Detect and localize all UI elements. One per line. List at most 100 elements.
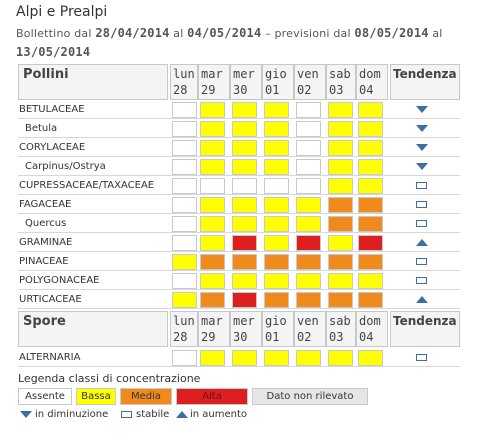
header-day-spore: sab 03	[326, 311, 356, 347]
day-number: 30	[233, 83, 248, 97]
bulletin-mid2: – previsioni dal	[261, 27, 355, 40]
day-number: 03	[329, 83, 344, 97]
concentration-cell	[328, 159, 353, 175]
day-name: dom	[359, 67, 381, 81]
concentration-cell	[328, 178, 353, 194]
concentration-cell	[264, 235, 289, 251]
row-label: ALTERNARIA	[19, 352, 81, 363]
concentration-cell	[296, 292, 321, 308]
concentration-cell	[358, 121, 383, 137]
row-label: POLYGONACEAE	[19, 275, 100, 286]
day-number: 04	[359, 330, 374, 344]
row-divider	[18, 251, 460, 252]
concentration-cell	[232, 178, 257, 194]
row-label: PINACEAE	[19, 256, 69, 267]
concentration-cell	[358, 102, 383, 118]
row-divider	[18, 194, 460, 195]
day-name: ven	[297, 314, 319, 328]
legend-assente: Assente	[18, 388, 72, 405]
legend-non-rilevato: Dato non rilevato	[252, 388, 368, 405]
row-label: CORYLACEAE	[19, 142, 86, 153]
day-number: 02	[297, 330, 312, 344]
concentration-cell	[296, 235, 321, 251]
concentration-cell	[358, 292, 383, 308]
arrow-down-icon	[416, 163, 428, 170]
concentration-cell	[328, 102, 353, 118]
concentration-cell	[328, 216, 353, 232]
concentration-cell	[200, 140, 225, 156]
arrow-down-icon	[416, 125, 428, 132]
concentration-cell	[172, 140, 197, 156]
concentration-cell	[232, 235, 257, 251]
forecast-to: 13/05/2014	[16, 45, 91, 59]
concentration-cell	[328, 140, 353, 156]
concentration-cell	[358, 254, 383, 270]
concentration-cell	[232, 292, 257, 308]
concentration-cell	[172, 216, 197, 232]
row-divider	[18, 118, 460, 119]
concentration-cell	[200, 178, 225, 194]
concentration-cell	[296, 197, 321, 213]
row-label: Betula	[25, 123, 58, 134]
bulletin-prefix: Bollettino dal	[16, 27, 96, 40]
concentration-cell	[200, 235, 225, 251]
header-day-spore: gio 01	[262, 311, 294, 347]
arrow-up-icon	[176, 411, 188, 418]
row-divider	[18, 366, 460, 367]
concentration-cell	[328, 350, 353, 366]
header-day-pollini: ven 02	[294, 64, 326, 100]
concentration-cell	[200, 292, 225, 308]
row-divider	[18, 308, 460, 309]
concentration-cell	[264, 197, 289, 213]
concentration-cell	[358, 235, 383, 251]
legend-stable-label: stabile	[136, 409, 170, 420]
arrow-down-icon	[20, 411, 32, 418]
row-label: Quercus	[25, 218, 67, 229]
arrow-down-icon	[416, 144, 428, 151]
concentration-cell	[200, 273, 225, 289]
row-divider	[18, 270, 460, 271]
row-label: GRAMINAE	[19, 237, 73, 248]
concentration-cell	[232, 121, 257, 137]
concentration-cell	[296, 350, 321, 366]
header-day-pollini: dom 04	[356, 64, 388, 100]
bulletin-mid3: al	[428, 27, 443, 40]
day-name: gio	[265, 314, 287, 328]
day-number: 29	[201, 330, 216, 344]
day-name: sab	[329, 67, 351, 81]
day-number: 30	[233, 330, 248, 344]
header-day-spore: ven 02	[294, 311, 326, 347]
header-day-spore: dom 04	[356, 311, 388, 347]
concentration-cell	[264, 102, 289, 118]
concentration-cell	[264, 350, 289, 366]
day-number: 01	[265, 330, 280, 344]
day-name: sab	[329, 314, 351, 328]
concentration-cell	[264, 178, 289, 194]
concentration-cell	[200, 254, 225, 270]
concentration-cell	[296, 140, 321, 156]
stable-icon	[121, 411, 132, 418]
header-trend-spore: Tendenza	[390, 311, 460, 347]
row-divider	[18, 213, 460, 214]
concentration-cell	[264, 273, 289, 289]
concentration-cell	[232, 254, 257, 270]
legend-down-label: in diminuzione	[35, 409, 109, 420]
concentration-cell	[296, 273, 321, 289]
concentration-cell	[172, 273, 197, 289]
header-trend-pollini: Tendenza	[390, 64, 460, 100]
concentration-cell	[232, 350, 257, 366]
concentration-cell	[172, 121, 197, 137]
concentration-cell	[172, 197, 197, 213]
concentration-cell	[358, 216, 383, 232]
day-name: mer	[233, 314, 255, 328]
concentration-cell	[296, 178, 321, 194]
concentration-cell	[232, 159, 257, 175]
header-day-spore: mer 30	[230, 311, 262, 347]
day-name: ven	[297, 67, 319, 81]
concentration-cell	[200, 197, 225, 213]
concentration-cell	[358, 197, 383, 213]
concentration-cell	[200, 216, 225, 232]
concentration-cell	[358, 178, 383, 194]
day-number: 02	[297, 83, 312, 97]
concentration-cell	[264, 216, 289, 232]
